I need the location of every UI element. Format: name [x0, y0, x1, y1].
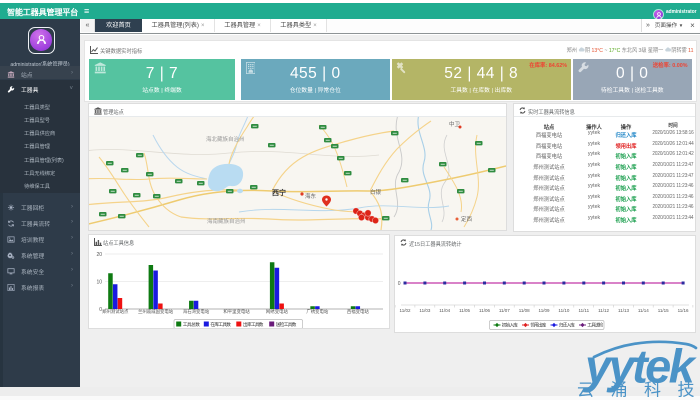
svg-text:20: 20: [96, 252, 102, 258]
svg-text:11/09: 11/09: [539, 308, 550, 313]
svg-text:11/13: 11/13: [618, 308, 629, 313]
svg-text:11/07: 11/07: [499, 308, 510, 313]
svg-text:11/06: 11/06: [479, 308, 490, 313]
svg-text:海北藏族自治州: 海北藏族自治州: [206, 135, 245, 143]
svg-text:10: 10: [96, 280, 102, 286]
svg-text:出库工具数: 出库工具数: [243, 321, 264, 328]
svg-text:郑州测试站点: 郑州测试站点: [102, 308, 129, 315]
svg-text:11/05: 11/05: [459, 308, 470, 313]
svg-text:11/03: 11/03: [419, 308, 430, 313]
svg-text:领用出库: 领用出库: [530, 322, 547, 329]
svg-text:归还入库: 归还入库: [559, 322, 576, 329]
svg-text:0: 0: [99, 307, 102, 313]
svg-text:云涌科技: 云涌科技: [577, 381, 700, 398]
svg-text:yytek: yytek: [583, 340, 698, 393]
svg-text:海南藏族自治州: 海南藏族自治州: [207, 217, 246, 225]
svg-text:兰州戚威国变电站: 兰州戚威国变电站: [138, 308, 174, 315]
svg-text:网绣变电站: 网绣变电站: [266, 308, 289, 315]
svg-text:海东: 海东: [305, 192, 317, 200]
svg-text:和平里变电站: 和平里变电站: [223, 308, 250, 315]
svg-text:定西: 定西: [461, 215, 473, 223]
svg-text:白银: 白银: [370, 188, 382, 196]
svg-text:11/08: 11/08: [519, 308, 530, 313]
svg-text:西福变电站: 西福变电站: [347, 308, 370, 315]
svg-text:在库工具数: 在库工具数: [210, 321, 231, 328]
svg-text:11/12: 11/12: [598, 308, 609, 313]
svg-text:送检工具数: 送检工具数: [276, 321, 297, 328]
svg-text:工具送检: 工具送检: [587, 322, 604, 329]
svg-text:0: 0: [398, 281, 401, 287]
svg-text:广绣变电站: 广绣变电站: [306, 308, 329, 315]
svg-text:中卫: 中卫: [449, 120, 461, 128]
svg-text:11/15: 11/15: [658, 308, 669, 313]
svg-text:初始入库: 初始入库: [502, 322, 519, 329]
svg-text:11/10: 11/10: [558, 308, 569, 313]
svg-text:11/11: 11/11: [579, 308, 590, 313]
svg-text:海石湾变电站: 海石湾变电站: [183, 308, 210, 315]
svg-text:11/16: 11/16: [678, 308, 689, 313]
svg-text:西宁: 西宁: [272, 188, 286, 197]
svg-text:11/14: 11/14: [638, 308, 649, 313]
svg-text:11/04: 11/04: [439, 308, 450, 313]
svg-text:11/02: 11/02: [400, 308, 411, 313]
svg-text:工具总数: 工具总数: [183, 321, 200, 328]
